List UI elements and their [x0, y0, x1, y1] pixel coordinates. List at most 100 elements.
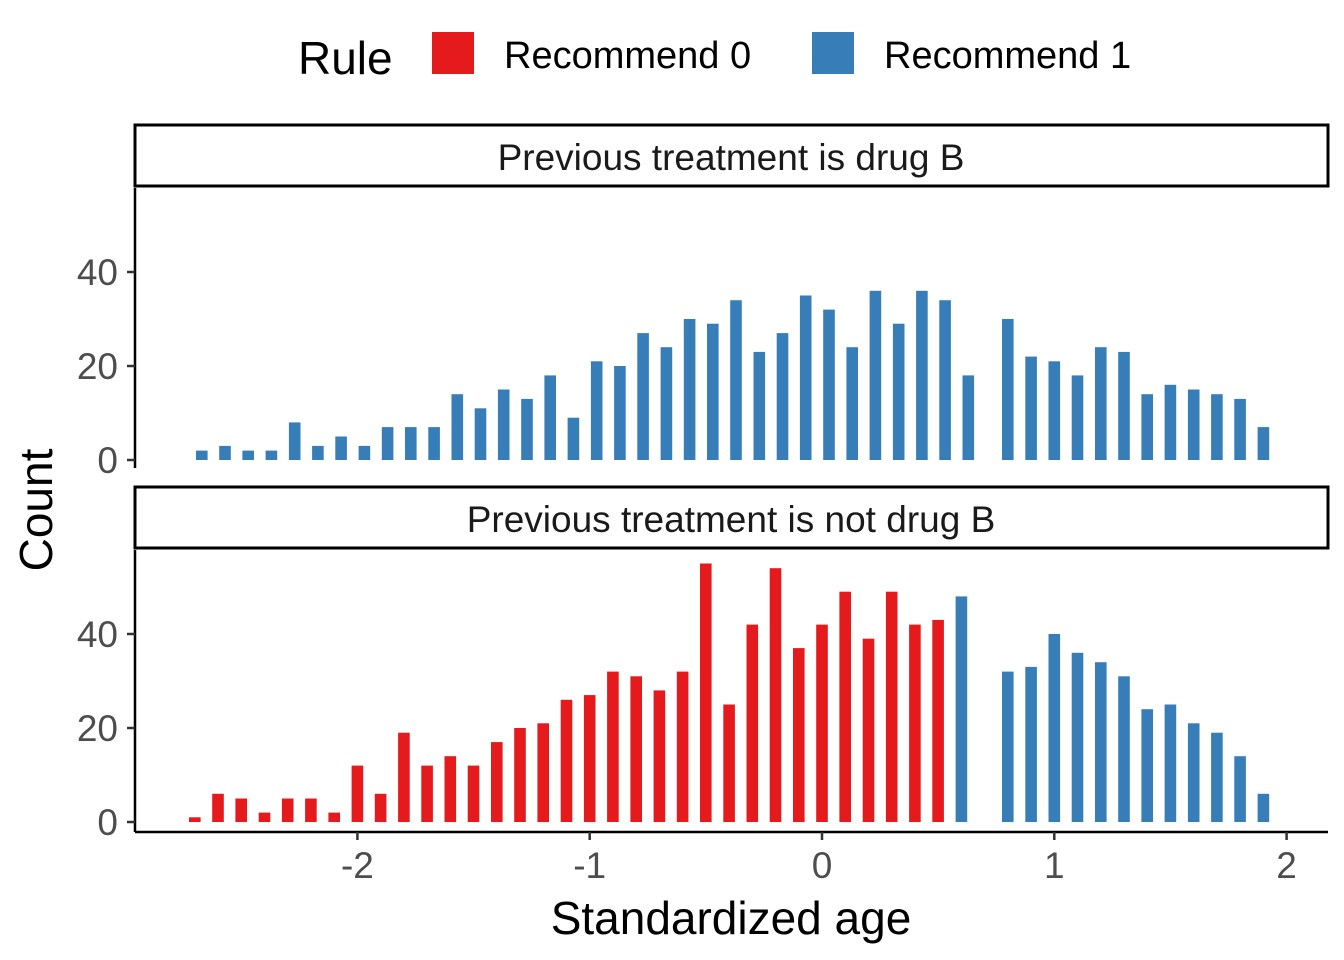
histogram-bar [846, 347, 858, 460]
histogram-bar [1187, 389, 1200, 460]
histogram-bar [544, 375, 556, 460]
y-tick-label: 20 [77, 708, 118, 749]
legend-title: Rule [298, 32, 393, 84]
histogram-bar [312, 445, 324, 460]
histogram-bar [1211, 394, 1223, 460]
histogram-bar [497, 389, 510, 460]
histogram-bar [189, 817, 201, 822]
histogram-bar [196, 450, 208, 460]
panel-1-plot-area: 0 20 40 [77, 188, 1270, 481]
panel-2-strip-label: Previous treatment is not drug B [467, 499, 996, 540]
histogram-bar [258, 812, 271, 822]
legend-label-recommend-1: Recommend 1 [884, 35, 1131, 77]
histogram-bar [521, 398, 533, 460]
y-tick-label: 0 [97, 802, 118, 843]
histogram-bar [676, 671, 689, 822]
histogram-bar [1164, 704, 1177, 822]
x-axis: -2 -1 0 1 2 [135, 830, 1328, 886]
histogram-bar [265, 450, 278, 460]
panel-1-strip-label: Previous treatment is drug B [498, 137, 965, 178]
histogram-bar [1164, 384, 1177, 460]
x-tick-label: -1 [573, 845, 606, 886]
histogram-bar [607, 671, 619, 822]
legend-key-recommend-0 [432, 32, 474, 74]
histogram-bar [305, 798, 317, 822]
histogram-bar [212, 793, 224, 822]
histogram-bar [1025, 356, 1037, 460]
histogram-bar [723, 704, 735, 822]
panel-2-plot-area: 0 20 40 [77, 550, 1270, 843]
histogram-bar [335, 436, 347, 460]
histogram-bar [653, 690, 666, 822]
legend: Rule Recommend 0 Recommend 1 [298, 32, 1131, 84]
y-tick-label: 20 [77, 346, 118, 387]
histogram-bar [474, 408, 487, 460]
histogram-bar [1048, 361, 1061, 460]
histogram-bar [1187, 723, 1200, 822]
histogram-bar [892, 323, 905, 460]
histogram-bar [700, 563, 712, 822]
histogram-bar [358, 445, 371, 460]
histogram-bar [374, 793, 387, 822]
y-axis-title: Count [10, 448, 62, 571]
histogram-bar [869, 290, 882, 460]
histogram-bar [1002, 671, 1014, 822]
histogram-bar [219, 445, 231, 460]
panel-2-strip: Previous treatment is not drug B [133, 485, 1330, 550]
histogram-bar [862, 638, 875, 822]
histogram-bar [630, 676, 642, 822]
histogram-bar [405, 427, 417, 460]
y-tick-label: 0 [97, 440, 118, 481]
histogram-bar [1071, 375, 1084, 460]
histogram-bar [885, 591, 898, 822]
histogram-bar [753, 351, 766, 460]
histogram-bar [1141, 709, 1153, 822]
histogram-bar [932, 619, 944, 822]
histogram-bar [537, 723, 549, 822]
histogram-bar [962, 375, 975, 460]
histogram-bar [1002, 319, 1014, 460]
histogram-bar [1025, 666, 1037, 822]
histogram-bar [799, 295, 812, 460]
histogram-bar [242, 450, 254, 460]
histogram-bar [637, 333, 649, 460]
histogram-bar [491, 742, 503, 822]
histogram-bar [769, 568, 782, 822]
histogram-bar [1095, 347, 1107, 460]
histogram-bar [707, 323, 719, 460]
x-tick-label: 1 [1044, 845, 1065, 886]
histogram-bar [1071, 652, 1084, 822]
legend-label-recommend-0: Recommend 0 [504, 35, 751, 77]
histogram-bar [839, 591, 851, 822]
histogram-bar [428, 427, 440, 460]
histogram-bar [614, 366, 626, 460]
histogram-bar [235, 798, 247, 822]
x-axis-title: Standardized age [551, 892, 912, 944]
histogram-bar [398, 732, 410, 822]
histogram-bar [746, 624, 759, 822]
histogram-bar [1234, 756, 1246, 822]
histogram-bar [281, 798, 294, 822]
histogram-bar [1095, 662, 1107, 822]
histogram-bar [823, 309, 835, 460]
histogram-bar [1257, 427, 1270, 460]
histogram-bar [567, 417, 580, 460]
histogram-bar [909, 624, 921, 822]
histogram-bar [1048, 634, 1061, 822]
histogram-bar [1257, 793, 1270, 822]
histogram-bar [1141, 394, 1153, 460]
x-tick-label: -2 [341, 845, 374, 886]
histogram-bar [1234, 398, 1246, 460]
histogram-bar [1118, 676, 1130, 822]
histogram-bar [421, 765, 433, 822]
histogram-bar [560, 699, 573, 822]
histogram-bar [660, 347, 673, 460]
histogram-bar [776, 333, 789, 460]
x-tick-label: 0 [812, 845, 833, 886]
histogram-bar [451, 394, 464, 460]
histogram-bar [1211, 732, 1223, 822]
x-tick-label: 2 [1276, 845, 1297, 886]
legend-key-recommend-1 [812, 32, 854, 74]
histogram-bar [288, 422, 301, 460]
